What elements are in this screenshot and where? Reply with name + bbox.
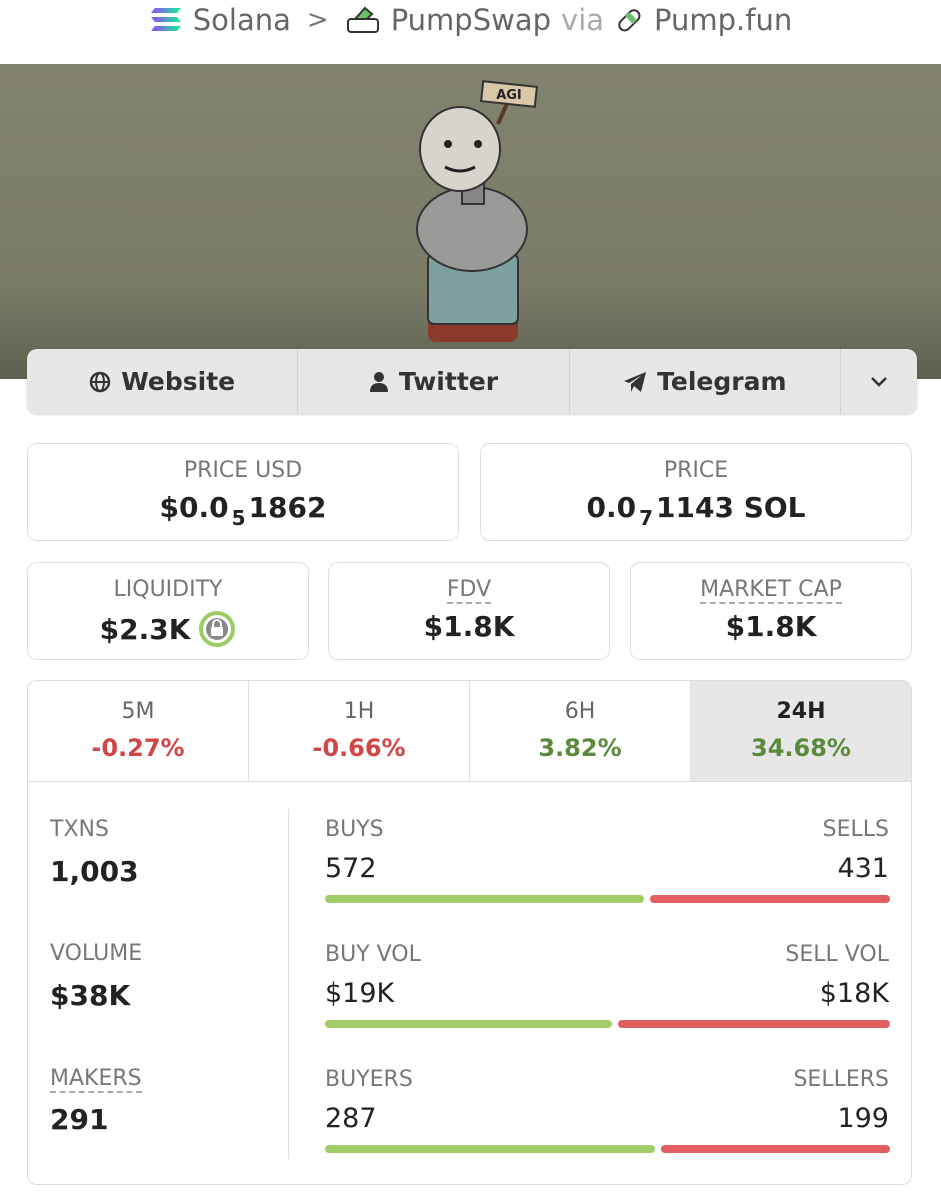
price-card: PRICE 0.0 7 1143 SOL bbox=[480, 443, 912, 541]
chevron-icon bbox=[871, 376, 887, 387]
pumpswap-logo bbox=[346, 6, 379, 33]
card-value: $1.8K bbox=[423, 610, 515, 643]
stat-label[interactable]: MAKERS bbox=[50, 1066, 142, 1093]
launchpad-link[interactable]: Pump.fun bbox=[654, 3, 793, 37]
buy-bar bbox=[325, 895, 644, 903]
separator: > bbox=[306, 5, 329, 35]
banner: AGI bbox=[0, 64, 941, 379]
pumpfun-logo bbox=[618, 9, 641, 32]
market-cap-label[interactable]: MARKET CAP bbox=[700, 577, 842, 604]
stat-value: 1,003 bbox=[50, 855, 139, 888]
fdv-card: FDV $1.8K bbox=[328, 562, 610, 660]
breadcrumb: Solana > PumpSwap via Pump.fun bbox=[0, 0, 941, 40]
split-value: 431 bbox=[837, 853, 889, 884]
card-value: $2.3K bbox=[28, 610, 308, 648]
period-tabs: 5M -0.27% 1H -0.66% 6H 3.82% 24H 34.68% bbox=[28, 681, 911, 782]
banner-art: AGI bbox=[416, 80, 538, 342]
split-value: 287 bbox=[325, 1103, 377, 1134]
split-value: $19K bbox=[325, 978, 395, 1009]
split-value: 199 bbox=[837, 1103, 889, 1134]
social-links: Website Twitter Telegram bbox=[27, 349, 917, 414]
period-change: -0.27% bbox=[91, 734, 185, 762]
card-label: FDV bbox=[329, 577, 609, 604]
zero-count: 7 bbox=[639, 505, 654, 530]
button-label: Telegram bbox=[657, 367, 787, 396]
card-label: LIQUIDITY bbox=[113, 577, 223, 602]
card-label: PRICE USD bbox=[183, 458, 303, 483]
period-tab[interactable]: 1H -0.66% bbox=[249, 681, 470, 781]
website-button[interactable]: Website bbox=[27, 349, 299, 414]
price-usd-card: PRICE USD $0.0 5 1862 bbox=[27, 443, 459, 541]
period-label: 6H bbox=[564, 699, 596, 724]
sell-bar bbox=[661, 1145, 890, 1153]
more-button[interactable] bbox=[841, 349, 917, 414]
stat-label: TXNS bbox=[50, 817, 109, 842]
split-label: SELL VOL bbox=[785, 942, 889, 967]
fdv-label[interactable]: FDV bbox=[446, 577, 492, 604]
period-label: 24H bbox=[776, 699, 826, 724]
price-prefix: 0.0 bbox=[586, 491, 637, 524]
market-cap-card: MARKET CAP $1.8K bbox=[630, 562, 912, 660]
zero-count: 5 bbox=[231, 505, 246, 530]
price-digits: 1862 bbox=[248, 491, 327, 524]
period-change: 34.68% bbox=[751, 734, 851, 762]
via-text: via bbox=[561, 3, 605, 37]
sell-bar bbox=[618, 1020, 890, 1028]
card-label: MARKET CAP bbox=[631, 577, 911, 604]
period-tab[interactable]: 6H 3.82% bbox=[470, 681, 691, 781]
period-tab[interactable]: 24H 34.68% bbox=[691, 681, 911, 781]
telegram-button[interactable]: Telegram bbox=[570, 349, 841, 414]
period-change: 3.82% bbox=[538, 734, 622, 762]
button-label: Twitter bbox=[398, 367, 499, 396]
split-label: BUYS bbox=[325, 817, 384, 842]
liquidity-card: LIQUIDITY $2.3K bbox=[27, 562, 309, 660]
card-value: $0.0 5 1862 bbox=[28, 491, 458, 530]
period-label: 5M bbox=[121, 699, 155, 724]
buy-bar bbox=[325, 1145, 656, 1153]
globe-icon bbox=[89, 371, 111, 392]
telegram-icon bbox=[624, 371, 647, 392]
period-tab[interactable]: 5M -0.27% bbox=[28, 681, 249, 781]
card-value: 0.0 7 1143 SOL bbox=[481, 491, 911, 530]
card-label: PRICE bbox=[663, 458, 729, 483]
divider bbox=[288, 809, 289, 1159]
dex-link[interactable]: PumpSwap bbox=[390, 3, 552, 37]
chain-link[interactable]: Solana bbox=[192, 3, 291, 37]
stat-value: $38K bbox=[50, 979, 131, 1012]
split-value: $18K bbox=[819, 978, 889, 1009]
liquidity-value: $2.3K bbox=[99, 612, 191, 646]
solana-logo bbox=[150, 8, 181, 31]
card-value: $1.8K bbox=[725, 610, 817, 643]
split-label: SELLS bbox=[822, 817, 889, 842]
split-label: BUYERS bbox=[325, 1067, 413, 1092]
split-label: BUY VOL bbox=[325, 942, 421, 967]
sign-text: AGI bbox=[496, 88, 522, 103]
buy-bar bbox=[325, 1020, 613, 1028]
person-icon bbox=[369, 371, 388, 392]
price-digits: 1143 SOL bbox=[656, 491, 806, 524]
price-prefix: $0.0 bbox=[159, 491, 229, 524]
stats-panel: 5M -0.27% 1H -0.66% 6H 3.82% 24H 34.68% TXNS 1,… bbox=[27, 680, 912, 1185]
lock-icon bbox=[199, 611, 236, 647]
split-label: SELLERS bbox=[793, 1067, 889, 1092]
period-label: 1H bbox=[343, 699, 375, 724]
period-change: -0.66% bbox=[312, 734, 406, 762]
sell-bar bbox=[649, 895, 890, 903]
twitter-button[interactable]: Twitter bbox=[298, 349, 570, 414]
split-value: 572 bbox=[325, 853, 377, 884]
stat-value: 291 bbox=[50, 1103, 109, 1136]
button-label: Website bbox=[121, 367, 236, 396]
stat-label: VOLUME bbox=[50, 941, 143, 966]
